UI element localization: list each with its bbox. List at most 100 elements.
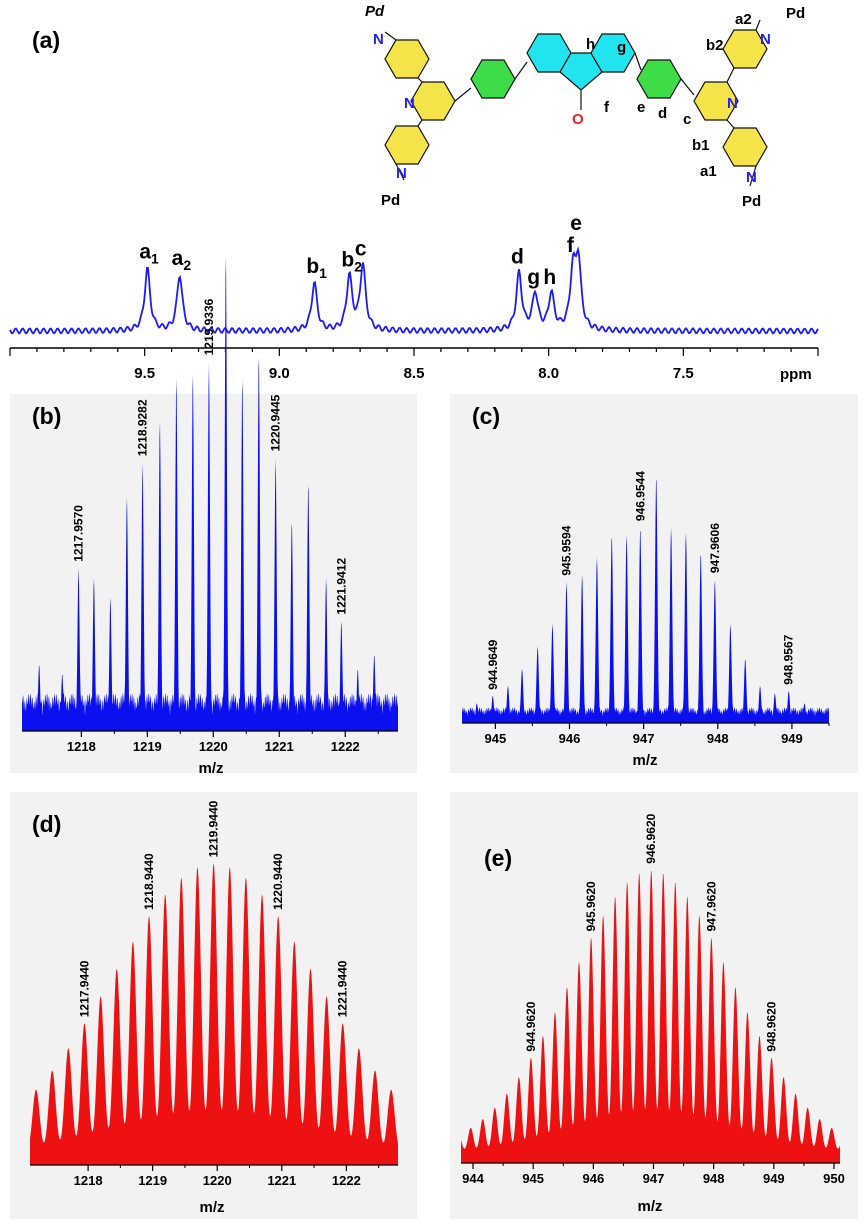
- bond: [726, 119, 735, 129]
- peak-mz-label: 948.9567: [782, 634, 796, 684]
- proton-label-b1: b1: [692, 137, 710, 154]
- pyridine-ring-left-top: [384, 39, 430, 79]
- nmr-x-axis-label: ppm: [780, 366, 812, 383]
- nitrogen-label: N: [396, 165, 407, 182]
- proton-label-h: h: [586, 36, 595, 53]
- x-axis-label-d: m/z: [199, 1199, 224, 1216]
- x-axis-label-c: m/z: [632, 752, 657, 769]
- peak-mz-label: 1220.9445: [269, 394, 283, 451]
- peak-mz-label: 1219.9440: [207, 800, 221, 857]
- nmr-x-axis: 9.5 9.0 8.5 8.0 7.5 ppm: [9, 347, 819, 383]
- peak-labels-e: 944.9620 945.9620 946.9620 947.9620 948.9620: [524, 813, 779, 1051]
- peak-mz-label: 1217.9570: [72, 505, 86, 562]
- bond: [755, 19, 761, 31]
- peak-mz-label: 946.9620: [644, 813, 658, 863]
- x-tick-label: 1219: [138, 1173, 167, 1188]
- peak-mz-label: 1218.9440: [142, 853, 156, 910]
- peak-mz-label: 946.9544: [633, 471, 647, 521]
- nitrogen-label: N: [746, 169, 757, 186]
- nmr-tick-label: 7.5: [673, 365, 694, 382]
- oxygen-label: O: [572, 111, 584, 128]
- bond: [634, 52, 642, 71]
- nmr-peak-subscript: 1: [319, 265, 327, 281]
- ms-simulated-spectrum-e: [461, 870, 840, 1163]
- nmr-peak-label: f: [567, 234, 575, 257]
- nmr-tick-label: 9.0: [269, 365, 290, 382]
- panel-b-label: (b): [32, 403, 61, 429]
- nmr-peak-subscript: 2: [354, 259, 362, 275]
- nmr-tick-label: 9.5: [134, 365, 155, 382]
- nmr-peak-label: h: [543, 266, 556, 289]
- phenyl-ring-right: [636, 59, 682, 99]
- bond: [417, 77, 423, 83]
- x-tick-label: 1218: [74, 1173, 103, 1188]
- pd-label: Pd: [365, 3, 385, 20]
- x-axis-label-b: m/z: [198, 760, 223, 777]
- panel-b: (b) 1217.9570 1218.9282 1219.9336 1220.9445…: [10, 257, 417, 777]
- molecular-structure: [384, 19, 768, 187]
- peak-mz-label: 1221.9440: [336, 960, 350, 1017]
- peak-mz-label: 947.9620: [704, 881, 718, 931]
- ticks-b: 1218 1219 1220 1221 1222: [67, 731, 379, 754]
- panel-a-label: (a): [32, 27, 60, 53]
- bond: [749, 165, 757, 187]
- proton-label-f: f: [604, 99, 610, 116]
- peak-mz-label: 945.9594: [559, 525, 573, 575]
- x-tick-label: 947: [643, 1171, 665, 1186]
- panel-d: (d) 1217.9440 1218.9440 1219.9440 1220.9440…: [10, 792, 417, 1219]
- proton-label-e: e: [637, 99, 645, 116]
- nmr-tick-label: 8.0: [538, 365, 559, 382]
- x-tick-label: 946: [582, 1171, 604, 1186]
- peak-mz-label: 1217.9440: [77, 960, 91, 1017]
- nmr-peak-label: a1: [139, 241, 159, 267]
- x-tick-label: 1218: [67, 739, 96, 754]
- peak-mz-label: 1221.9412: [334, 558, 348, 615]
- nmr-peak-label: c: [355, 237, 367, 260]
- peak-mz-label: 944.9649: [486, 639, 500, 689]
- proton-label-d: d: [658, 105, 667, 122]
- x-axis-label-e: m/z: [637, 1198, 662, 1215]
- panel-d-label: (d): [32, 811, 61, 837]
- nmr-peak-label: d: [511, 245, 524, 268]
- nmr-peak-label: g: [527, 266, 540, 289]
- x-tick-label: 948: [707, 731, 729, 746]
- x-tick-label: 1220: [199, 739, 228, 754]
- bond: [417, 119, 423, 127]
- bond: [395, 163, 405, 181]
- nitrogen-label: N: [727, 95, 738, 112]
- peak-labels-d: 1217.9440 1218.9440 1219.9440 1220.9440 1221…: [77, 800, 349, 1017]
- ms-simulated-spectrum-d: [30, 863, 398, 1165]
- peak-labels-c: 944.9649 945.9594 946.9544 947.9606 948.9567: [486, 471, 796, 690]
- proton-label-a1: a1: [700, 163, 717, 180]
- panel-a: (a): [9, 3, 819, 383]
- bond: [726, 67, 735, 83]
- pyridine-ring-left-bottom: [384, 125, 430, 165]
- x-tick-label: 950: [823, 1171, 845, 1186]
- x-tick-label: 949: [781, 731, 803, 746]
- panel-e: (e) 944.9620 945.9620 946.9620 947.9620 948.…: [450, 792, 858, 1219]
- nmr-peak-subscript: 2: [183, 257, 191, 273]
- ticks-d: 1218 1219 1220 1221 1222: [74, 1165, 380, 1188]
- x-tick-label: 947: [633, 731, 655, 746]
- x-tick-label: 1220: [203, 1173, 232, 1188]
- peak-mz-label: 1220.9440: [271, 853, 285, 910]
- nmr-tick-label: 8.5: [404, 365, 425, 382]
- proton-label-c: c: [683, 111, 691, 128]
- pd-label: Pd: [381, 192, 400, 209]
- proton-label-g: g: [617, 39, 626, 56]
- bond: [384, 31, 397, 41]
- pyridine-ring-right-bottom: [722, 127, 768, 167]
- pd-label: Pd: [786, 5, 805, 22]
- x-tick-label: 946: [559, 731, 581, 746]
- x-tick-label: 948: [703, 1171, 725, 1186]
- ms-spectrum-b: [22, 257, 398, 731]
- peak-mz-label: 944.9620: [524, 1001, 538, 1051]
- phenyl-ring-left: [470, 59, 516, 99]
- proton-label-a2: a2: [735, 11, 752, 28]
- bond: [454, 87, 472, 102]
- x-tick-label: 1219: [133, 739, 162, 754]
- nmr-spectrum-line: [9, 246, 819, 335]
- x-tick-label: 945: [485, 731, 507, 746]
- nmr-peak-label: b1: [306, 255, 327, 281]
